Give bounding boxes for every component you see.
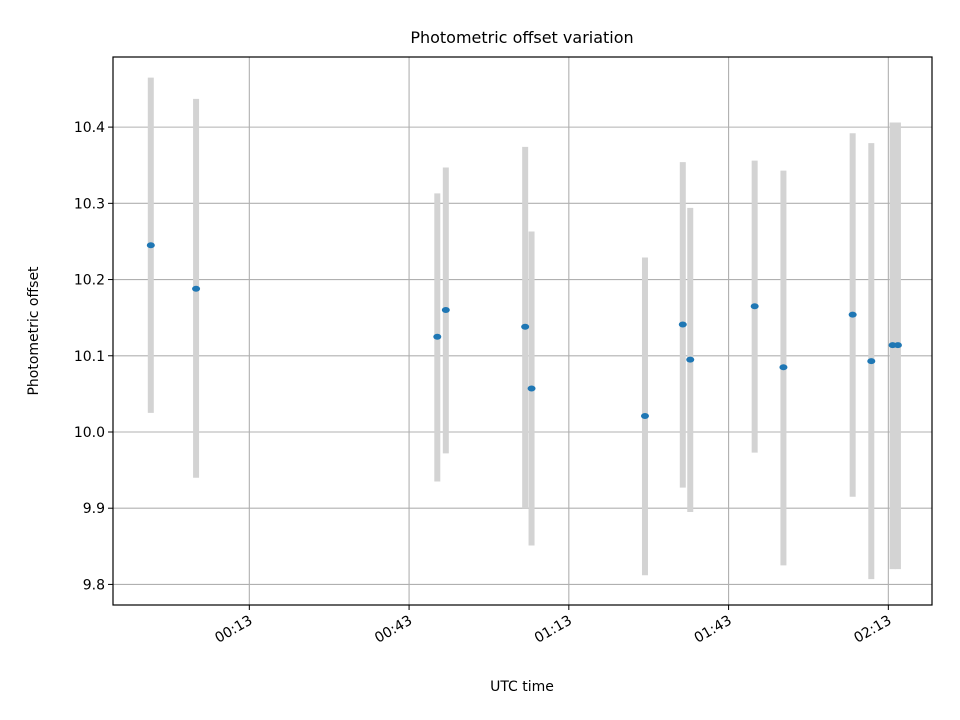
data-point [848,311,857,318]
y-axis-label: Photometric offset [26,266,42,396]
plot-frame [112,56,933,606]
y-tick-label: 10.4 [74,120,105,136]
data-point [867,358,876,365]
chart-title: Photometric offset variation [410,28,633,47]
y-tick-label: 10.2 [74,273,105,289]
y-tick-label: 10.1 [74,349,105,365]
y-axis-ticks: 9.8 9.9 10.0 10.1 10.2 10.3 10.4 [74,120,113,593]
y-tick-label: 9.8 [83,577,105,593]
x-axis-label: UTC time [490,679,554,695]
data-points [146,242,902,419]
data-point [640,412,649,419]
data-point [527,385,536,392]
data-point [750,303,759,310]
data-point [893,342,902,349]
data-point [779,364,788,371]
data-point [441,307,450,314]
data-point [678,321,687,328]
data-point [521,323,530,330]
y-tick-label: 10.0 [74,425,105,441]
data-point [146,242,155,249]
y-tick-label: 10.3 [74,196,105,212]
y-tick-label: 9.9 [83,501,105,517]
data-point [686,356,695,363]
data-point [433,333,442,340]
data-point [192,285,201,292]
